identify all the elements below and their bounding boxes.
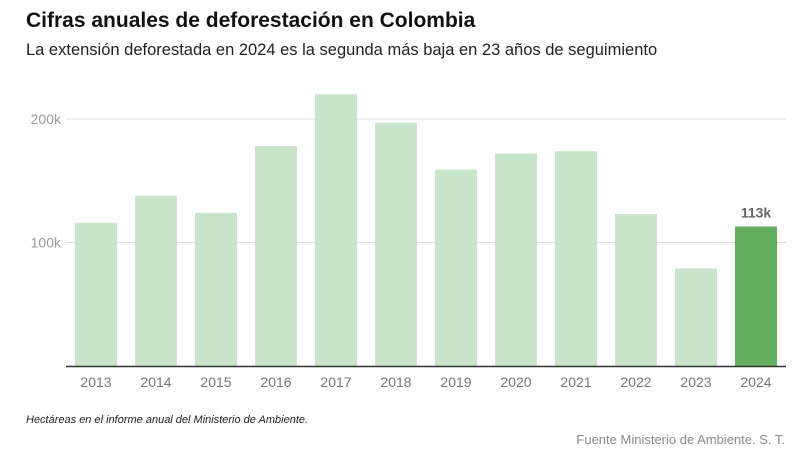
y-tick-label: 100k bbox=[31, 235, 62, 251]
chart-title: Cifras anuales de deforestación en Colom… bbox=[26, 9, 476, 32]
bar-2014 bbox=[135, 195, 177, 366]
bar-2020 bbox=[495, 153, 537, 366]
x-tick-label: 2023 bbox=[680, 374, 711, 390]
x-tick-label: 2018 bbox=[380, 374, 411, 390]
bar-2024 bbox=[735, 226, 777, 366]
x-tick-label: 2013 bbox=[80, 374, 111, 390]
y-tick-label: 200k bbox=[31, 111, 62, 127]
bar-2016 bbox=[255, 146, 297, 366]
highlight-value-label: 113k bbox=[741, 204, 772, 220]
x-tick-label: 2024 bbox=[740, 374, 771, 390]
chart-subtitle: La extensión deforestada en 2024 es la s… bbox=[26, 41, 658, 59]
x-tick-label: 2019 bbox=[440, 374, 471, 390]
bar-2015 bbox=[195, 212, 237, 366]
bar-2023 bbox=[675, 268, 717, 366]
x-tick-label: 2022 bbox=[620, 374, 651, 390]
x-tick-label: 2014 bbox=[140, 374, 171, 390]
bar-2018 bbox=[375, 122, 417, 366]
x-tick-label: 2016 bbox=[260, 374, 291, 390]
x-tick-label: 2017 bbox=[320, 374, 351, 390]
deforestation-bar-chart: 100k 200k 2013 2014 2015 2016 2017 2018 2019 2020… bbox=[31, 94, 786, 390]
x-tick-label: 2021 bbox=[560, 374, 591, 390]
bar-2013 bbox=[75, 222, 117, 366]
bar-2021 bbox=[555, 151, 597, 366]
source-credit: Fuente Ministerio de Ambiente. S. T. bbox=[576, 432, 785, 447]
units-note: Hectáreas en el informe anual del Minist… bbox=[26, 414, 309, 426]
bar-2019 bbox=[435, 169, 477, 366]
bar-2022 bbox=[615, 214, 657, 366]
x-tick-label: 2020 bbox=[500, 374, 531, 390]
bar-2017 bbox=[315, 94, 357, 367]
x-tick-label: 2015 bbox=[200, 374, 231, 390]
